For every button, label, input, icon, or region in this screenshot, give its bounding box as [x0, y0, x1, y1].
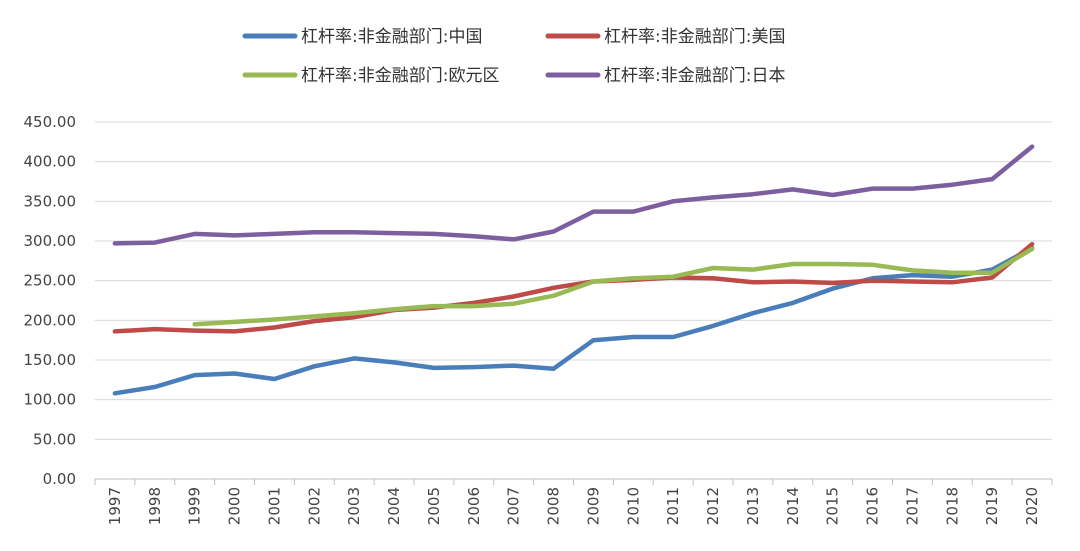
x-tick-label: 2010: [624, 487, 642, 525]
x-tick-label: 2016: [864, 487, 882, 525]
x-tick-label: 2002: [305, 487, 323, 525]
y-tick-label: 350.00: [24, 192, 77, 210]
x-tick-label: 2008: [545, 487, 563, 525]
x-tick-label: 2012: [704, 487, 722, 525]
x-tick-label: 2000: [226, 487, 244, 525]
y-tick-label: 450.00: [24, 113, 77, 131]
y-tick-label: 200.00: [24, 311, 77, 329]
series-line-1: [112, 245, 1035, 396]
gridlines: [95, 121, 1052, 480]
series-line-3: [192, 246, 1035, 327]
x-tick-label: 2001: [265, 487, 283, 525]
y-axis: 0.00 50.00 100.00 150.00 200.00 250.00 300.00 3…: [24, 113, 77, 488]
x-tick-label: 2009: [584, 487, 602, 525]
y-tick-label: 250.00: [24, 272, 77, 290]
x-tick-label: 2003: [345, 487, 363, 525]
x-tick-label: 2019: [983, 487, 1001, 525]
x-tick-label: 2015: [824, 487, 842, 525]
x-tick-label: 2018: [943, 487, 961, 525]
legend-item: 杠杆率:非金融部门:日本: [545, 66, 785, 86]
x-tick-label: 2006: [465, 487, 483, 525]
series-line-2: [112, 241, 1035, 334]
legend-label: 杠杆率:非金融部门:欧元区: [301, 66, 499, 86]
y-tick-label: 150.00: [24, 351, 77, 369]
y-tick-label: 300.00: [24, 232, 77, 250]
x-tick-label: 2005: [425, 487, 443, 525]
series-lines: [112, 144, 1035, 396]
legend-label: 杠杆率:非金融部门:日本: [604, 66, 785, 86]
x-axis: 1997 1998 1999 2000 2001 2002 2003 2004 2005 2006…: [94, 479, 1053, 525]
y-tick-label: 100.00: [24, 391, 77, 409]
x-tick-label: 1999: [186, 487, 204, 525]
legend-item: 杠杆率:非金融部门:中国: [242, 27, 482, 47]
x-tick-label: 2014: [784, 487, 802, 525]
x-tick-label: 2017: [903, 487, 921, 525]
legend-item: 杠杆率:非金融部门:欧元区: [242, 66, 499, 86]
x-tick-label: 1997: [106, 487, 124, 525]
x-tick-label: 2011: [664, 487, 682, 525]
legend-label: 杠杆率:非金融部门:中国: [301, 27, 482, 47]
x-tick-label: 2004: [385, 487, 403, 525]
y-tick-label: 50.00: [33, 430, 76, 448]
y-tick-label: 400.00: [24, 153, 77, 171]
legend-item: 杠杆率:非金融部门:美国: [545, 27, 785, 47]
x-tick-label: 2013: [744, 487, 762, 525]
x-tick-label: 1998: [146, 487, 164, 525]
legend-label: 杠杆率:非金融部门:美国: [604, 27, 785, 47]
series-line-4: [112, 144, 1035, 246]
y-tick-label: 0.00: [43, 470, 76, 488]
x-tick-label: 2007: [505, 487, 523, 525]
x-tick-label: 2020: [1023, 487, 1041, 525]
